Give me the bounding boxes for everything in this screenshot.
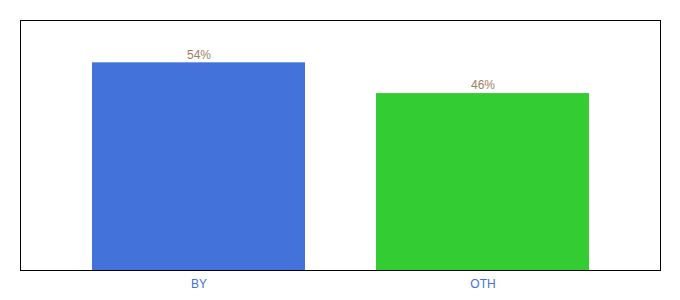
svg-text:46%: 46% <box>471 78 495 92</box>
svg-text:OTH: OTH <box>470 277 495 291</box>
svg-text:BY: BY <box>191 277 207 291</box>
svg-text:54%: 54% <box>187 48 211 62</box>
